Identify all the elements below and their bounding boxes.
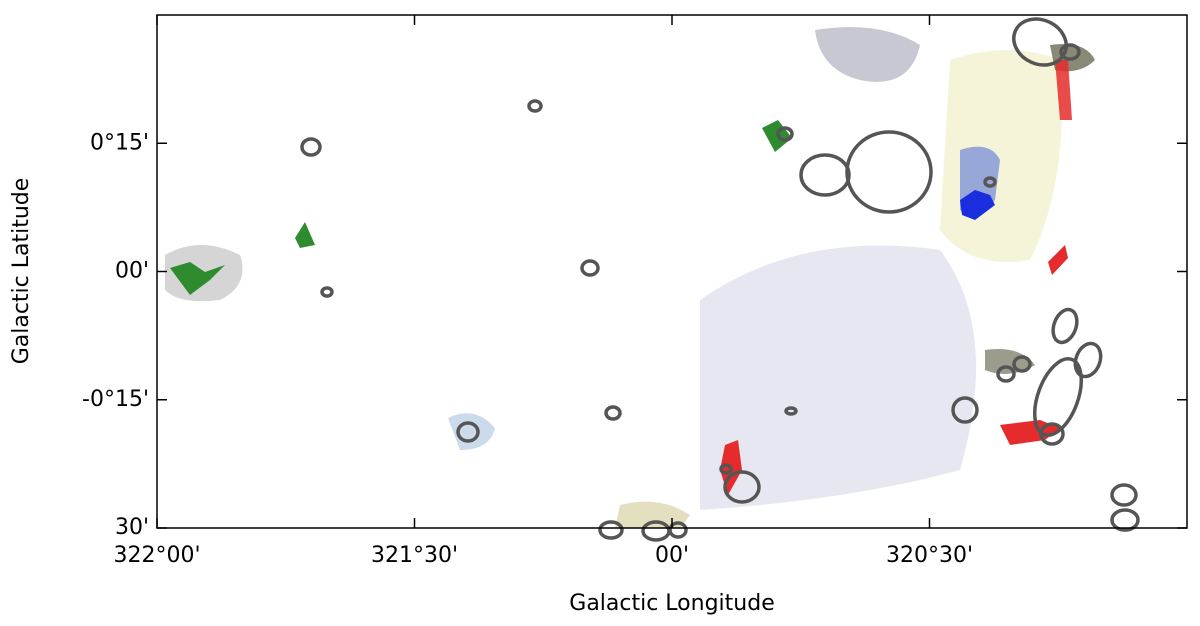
sky-image (165, 27, 1095, 528)
x-tick-label: 322°00' (113, 543, 200, 568)
source-ellipses (300, 17, 1140, 542)
y-tick-label: 30' (115, 515, 149, 540)
y-axis-label: Galactic Latitude (9, 178, 34, 365)
y-tick-label: 0°15' (90, 130, 149, 155)
x-axis-label: Galactic Longitude (569, 591, 774, 616)
y-tick-label: -0°15' (82, 387, 149, 412)
x-tick-label: 320°30' (886, 543, 973, 568)
x-tick-label: 00' (655, 543, 689, 568)
x-tick-label: 321°30' (371, 543, 458, 568)
y-tick-label: 00' (115, 259, 149, 284)
